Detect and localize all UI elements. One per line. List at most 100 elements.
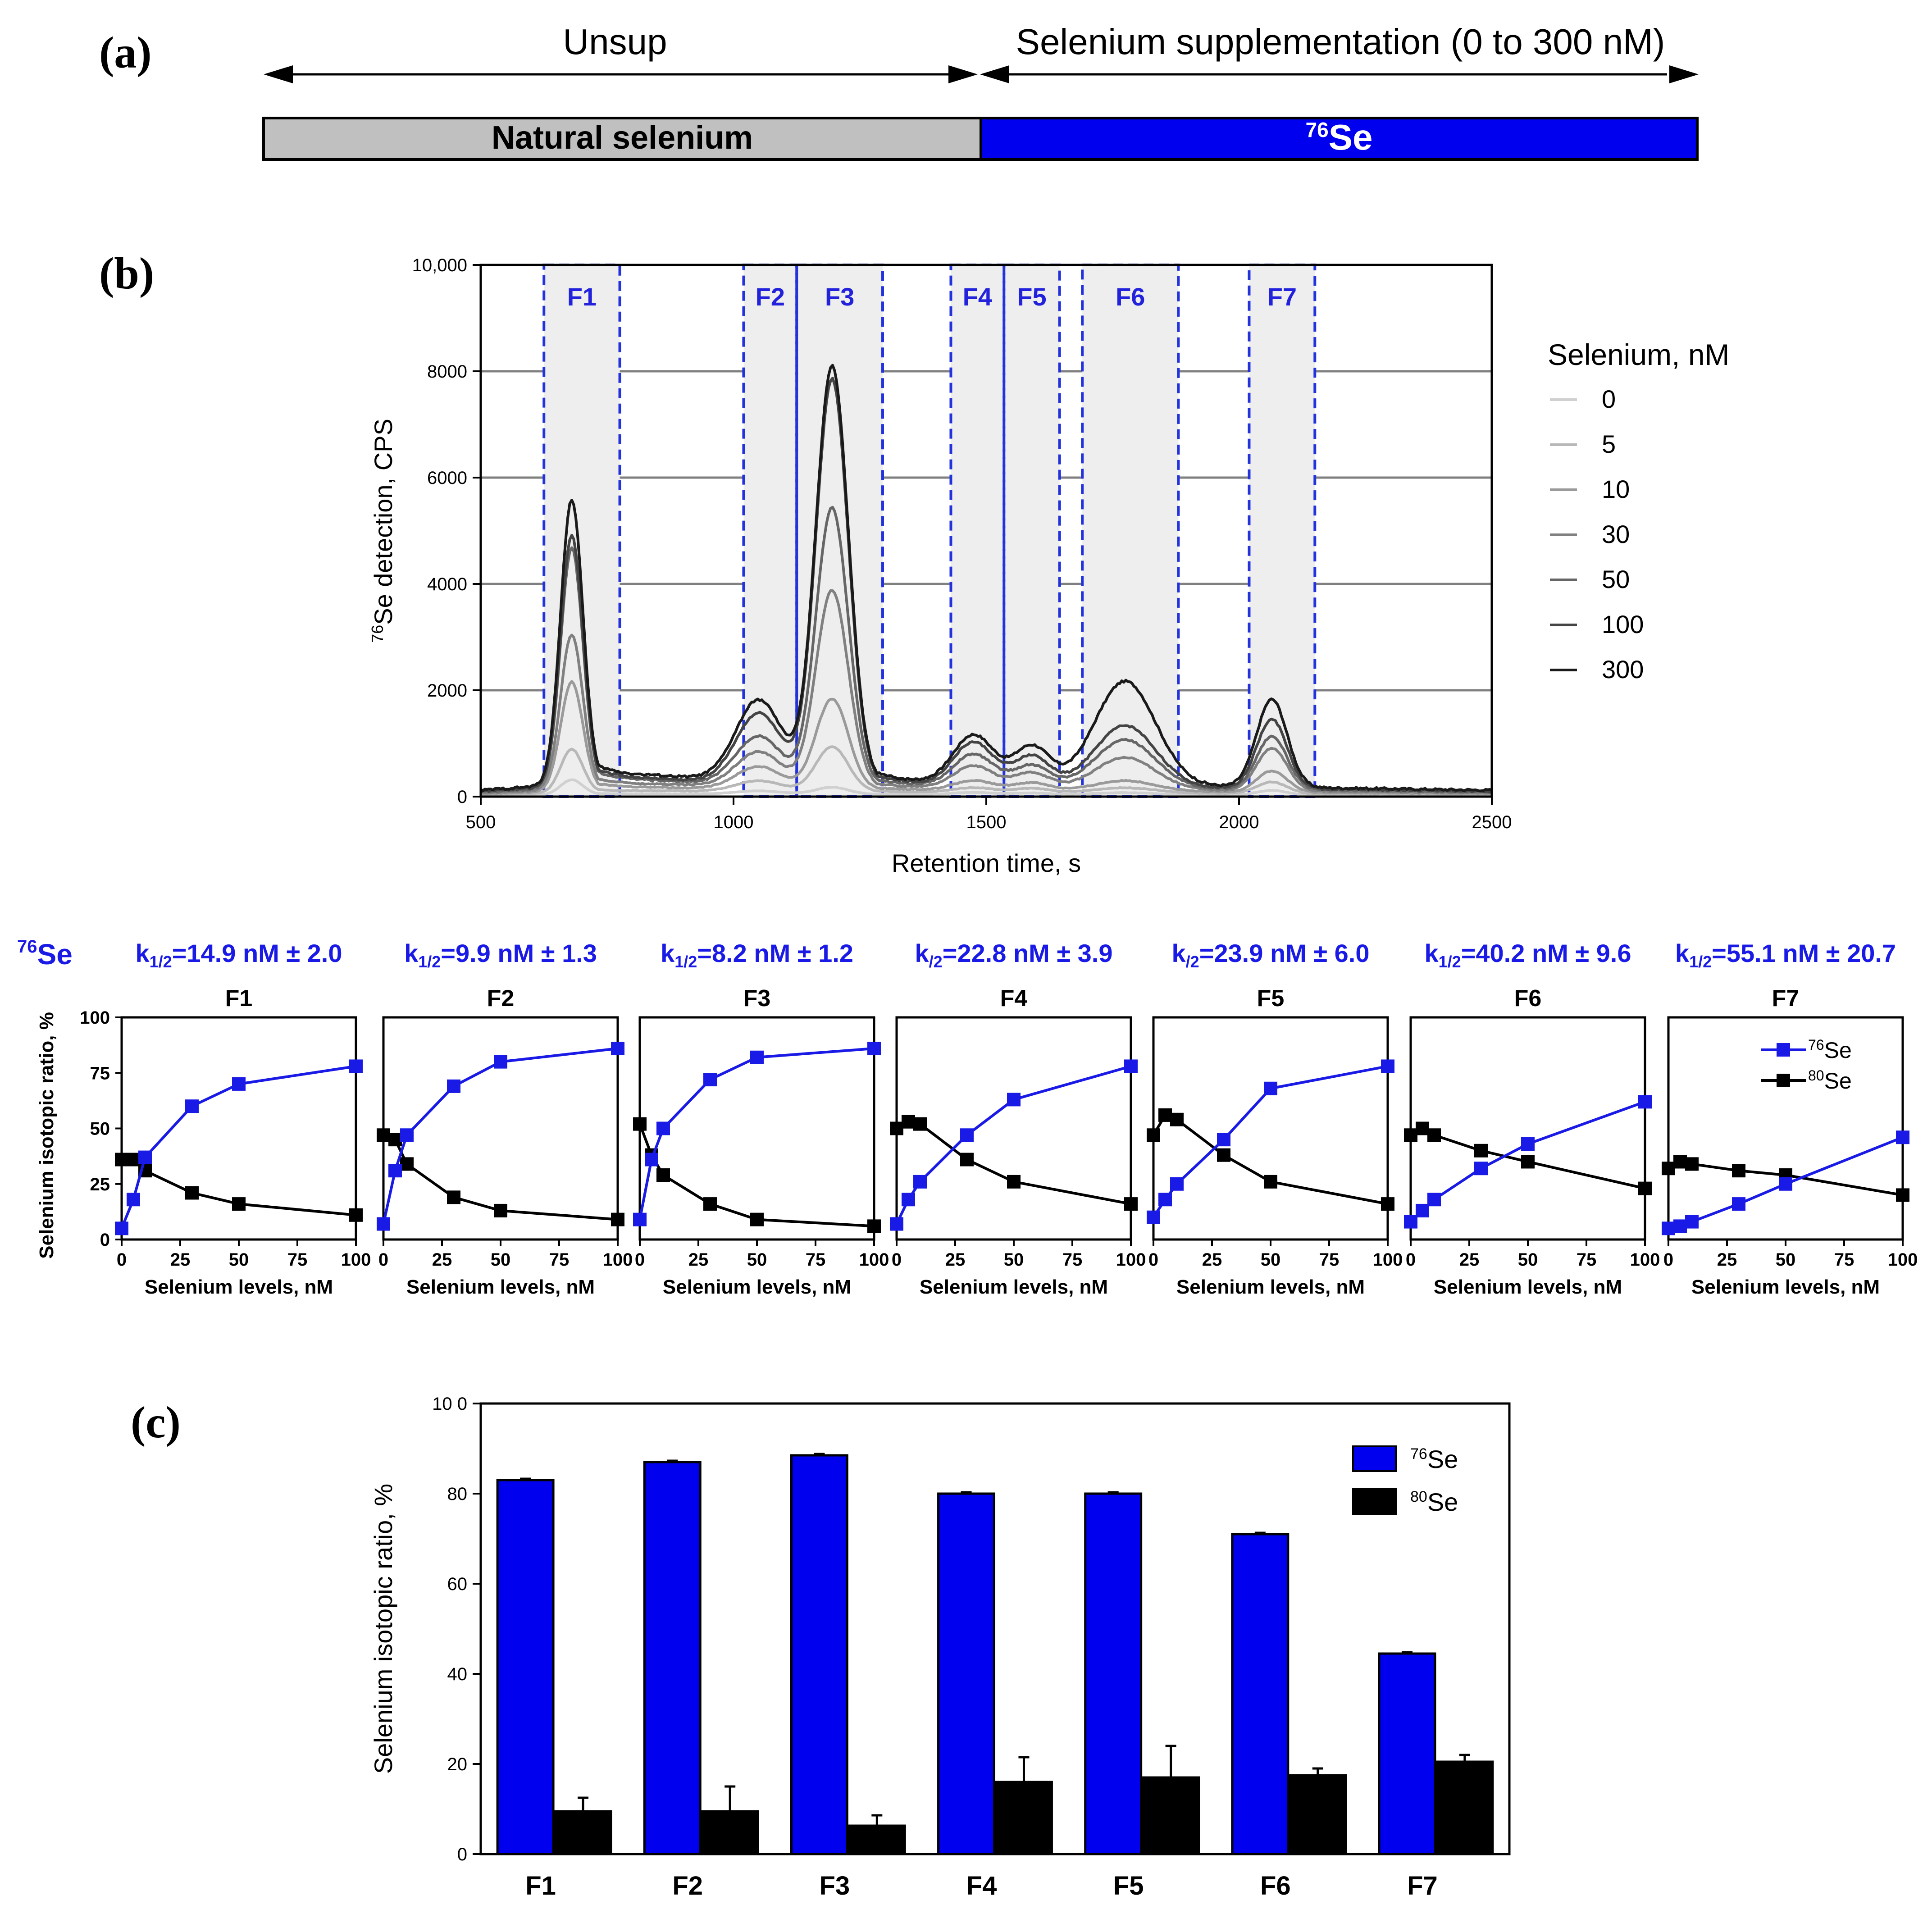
category-label: F1 [525,1871,556,1900]
supplementation-double-arrow [980,65,1699,83]
y-tick-label: 0 [457,1845,467,1864]
data-point [400,1157,414,1171]
data-point [1521,1137,1535,1151]
data-point [1264,1175,1277,1189]
bar-chart-legend: 76Se 80Se [1352,1445,1458,1516]
data-point [1638,1095,1652,1109]
chromatogram-xlabel: Retention time, s [892,849,1081,877]
x-tick-label: 75 [1834,1250,1855,1270]
data-point [1427,1128,1441,1142]
x-tick-label: 100 [603,1250,633,1270]
category-label: F4 [966,1871,997,1900]
x-tick-label: 25 [170,1250,191,1270]
bar-76se-f7 [1378,1652,1436,1855]
small-multiple-title: F4 [1000,985,1028,1012]
bar-76se-f6 [1231,1533,1290,1855]
panel-a-label: (a) [99,27,152,77]
legend-entry: 50 [1602,565,1630,593]
bar-chart-ylabel: Selenium isotopic ratio, % [369,1484,397,1774]
x-tick-label: 50 [1776,1250,1796,1270]
data-point [1732,1164,1745,1178]
data-point [1147,1128,1160,1142]
x-tick-label: 0 [1406,1250,1416,1270]
x-tick-label: 100 [1373,1250,1403,1270]
kinetics-label: k1/2=40.2 nM ± 9.6 [1424,939,1631,971]
x-tick-label: 25 [945,1250,966,1270]
data-point [1158,1193,1172,1207]
y-tick-label: 0 [457,787,467,807]
data-point [388,1133,402,1147]
chromatogram-lines [480,364,1493,798]
fraction-label: F3 [825,283,854,311]
legend-entry: 10 [1602,475,1630,503]
legend-entry: 0 [1602,385,1616,413]
y-tick-label: 8000 [427,362,467,382]
data-point [1170,1177,1184,1191]
chromatogram-line-5nm [480,745,1492,797]
panel-b-label: (b) [99,248,154,298]
data-point [902,1193,915,1207]
small-multiple-title: F6 [1514,985,1542,1012]
y-tick-label: 4000 [427,574,467,594]
x-tick-label: 0 [635,1250,645,1270]
data-point [867,1219,881,1233]
chromatogram-fractions: F1 F2 F3 F4 F5 F6 F7 [542,264,1317,798]
isotope-76se-label: 76Se [1305,117,1372,157]
category-label: F3 [820,1871,850,1900]
chromatogram-line-100nm [480,377,1493,793]
y-tick-label: 75 [90,1063,110,1083]
category-label: F6 [1260,1871,1291,1900]
small-legend-marker [1777,1043,1790,1057]
data-point [1474,1162,1488,1176]
fraction-shade [1082,265,1179,797]
data-point [1474,1144,1488,1158]
series-line-80se [896,1120,1131,1206]
bar-chart-ticks: 0 20 40 60 80 10 0 F1 F2 F3 F4 F5 F6 F7 [432,1394,1438,1900]
data-point [703,1197,717,1211]
series-line-76se [895,1065,1131,1225]
bar-legend-label: 76Se [1410,1445,1458,1473]
x-tick-label: 0 [892,1250,902,1270]
data-point [1170,1112,1184,1126]
data-point [1147,1210,1160,1224]
data-point [1662,1221,1675,1235]
data-point [377,1217,390,1231]
data-point [138,1150,152,1164]
data-point [1124,1059,1138,1073]
small-legend-label: 80Se [1808,1067,1852,1094]
data-point [1685,1157,1699,1171]
panel-a: (a) Unsup Selenium supplementation (0 to… [99,22,1699,161]
small-multiple-f4: k/2=22.8 nM ± 3.9 F4 0 25 50 75 100 Selenium le… [890,939,1146,1298]
unsup-label: Unsup [563,22,667,62]
fraction-label: F1 [567,283,597,311]
data-point [232,1077,246,1091]
data-point [1404,1128,1417,1142]
panel-c-label: (c) [131,1397,181,1447]
y-tick-label: 10 0 [432,1394,467,1414]
small-multiple-xlabel: Selenium levels, nM [1176,1276,1365,1298]
y-tick-label: 40 [447,1664,468,1684]
data-point [1427,1193,1441,1207]
small-multiple-title: F5 [1257,985,1285,1012]
data-point [1896,1188,1909,1202]
bar-legend-swatch [1352,1488,1397,1515]
data-point [377,1128,390,1142]
y-tick-label: 100 [80,1008,110,1028]
data-point [1404,1215,1417,1229]
data-point [1217,1133,1230,1147]
bar-legend-swatch [1352,1445,1397,1472]
data-point [890,1121,903,1135]
fraction-label: F6 [1116,283,1145,311]
isotope-76se-bar [980,117,1699,161]
small-multiple-f3: k1/2=8.2 nM ± 1.2 F3 0 25 50 75 100 Selenium le… [633,939,889,1298]
data-point [1732,1197,1745,1211]
x-tick-label: 75 [1577,1250,1597,1270]
x-tick-label: 100 [1116,1250,1146,1270]
data-point [656,1168,670,1182]
small-multiple-title: F3 [743,985,771,1012]
fraction-label: F5 [1017,283,1046,311]
bar-76se-f3 [790,1454,848,1855]
x-tick-label: 25 [1202,1250,1222,1270]
x-tick-label: 0 [117,1250,127,1270]
